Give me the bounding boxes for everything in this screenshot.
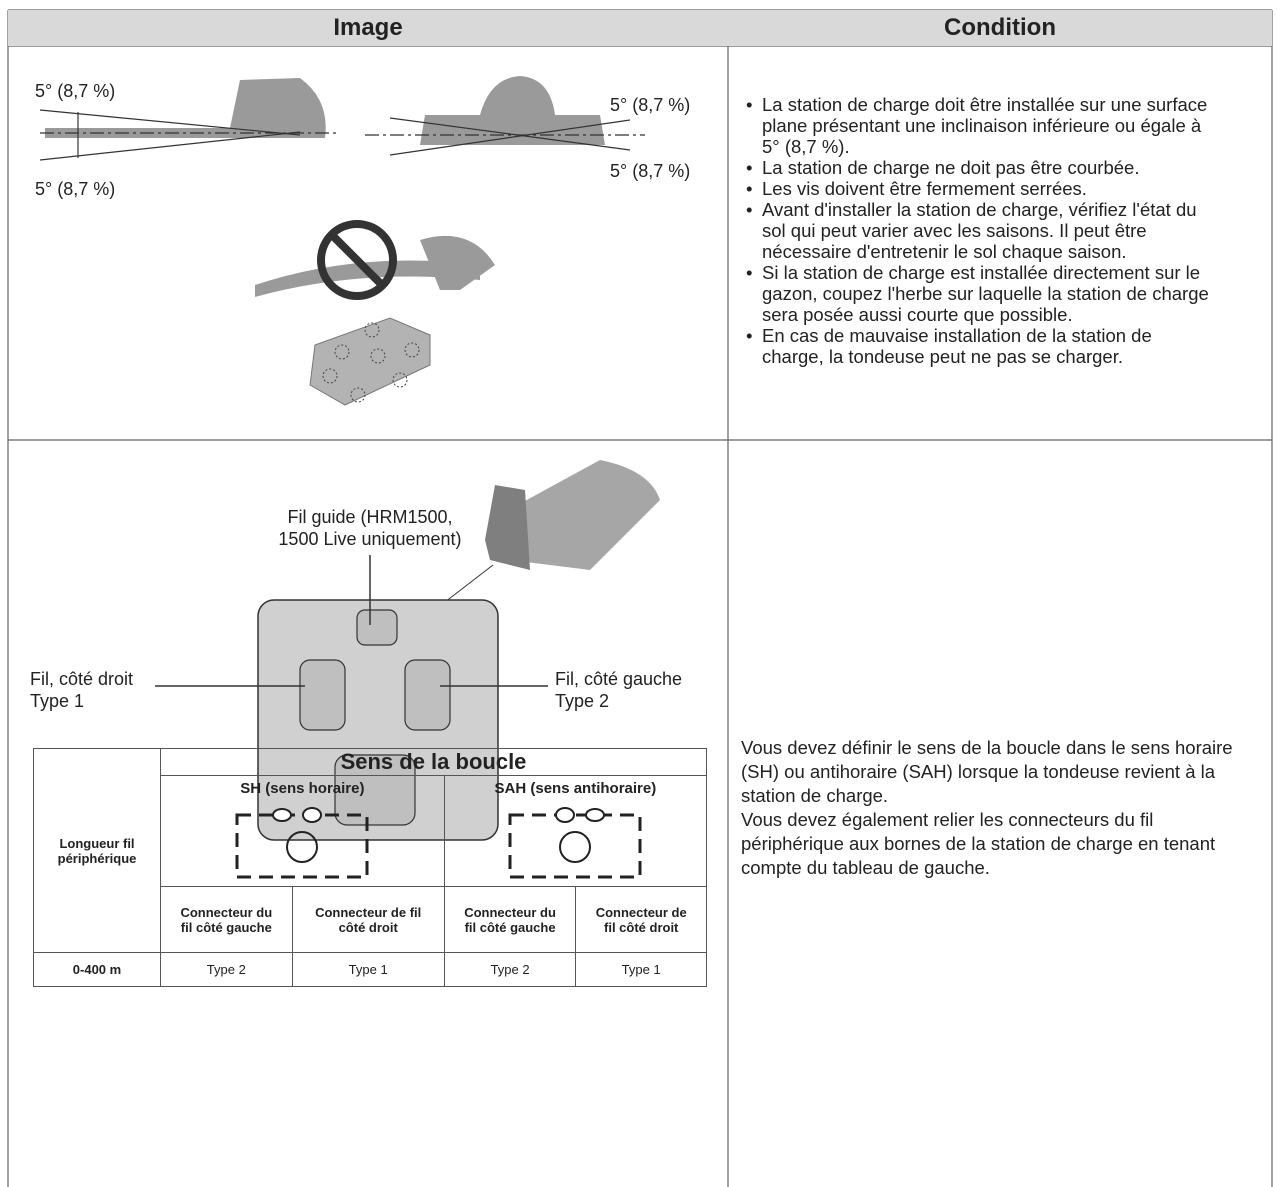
table-body: 0-400 m Type 2 Type 1 Type 2 Type 1 xyxy=(33,952,707,987)
label-line: Fil, côté droit xyxy=(30,669,134,689)
table-cell: Type 1 xyxy=(291,952,445,987)
angle-label: 5° (8,7 %) xyxy=(35,179,116,199)
table-cell: Type 2 xyxy=(443,952,577,987)
label-line: périphérique xyxy=(57,850,137,866)
direction-cell: SH (sens horaire) xyxy=(160,775,445,887)
condition-item: Les vis doivent être fermement serrées. xyxy=(742,178,1212,199)
guide-wire-label: Fil guide (HRM1500, 1500 Live uniquement) xyxy=(250,506,490,550)
condition-item: Avant d'installer la station de charge, … xyxy=(742,199,1212,262)
label-line: Longueur fil xyxy=(59,835,135,851)
label-line: côté droit xyxy=(338,919,398,935)
label-line: fil côté droit xyxy=(604,919,679,935)
loop-table: Longueur fil périphérique Sens de la bouc… xyxy=(33,748,708,987)
table-cell: Type 2 xyxy=(160,952,293,987)
label-line: Fil, côté gauche xyxy=(555,669,683,689)
label-line: Connecteur de xyxy=(595,904,687,920)
direction-label: SAH (sens antihoraire) xyxy=(494,780,657,797)
column-header: Connecteur de fil côté droit xyxy=(291,886,445,953)
condition-item: La station de charge doit être installée… xyxy=(742,94,1212,157)
table-row: 0-400 m Type 2 Type 1 Type 2 Type 1 xyxy=(33,952,707,987)
label-line: Connecteur du xyxy=(180,904,273,920)
label-line: Type 2 xyxy=(555,691,610,711)
condition-item: La station de charge ne doit pas être co… xyxy=(742,157,1212,178)
label-line: fil côté gauche xyxy=(180,919,272,935)
row-header: Longueur fil périphérique xyxy=(33,748,161,953)
table-title: Sens de la boucle xyxy=(160,748,707,776)
column-header-row: Connecteur du fil côté gauche Connecteur d… xyxy=(34,886,707,953)
label-line: Fil guide (HRM1500, xyxy=(287,507,453,527)
label-line: Connecteur du xyxy=(464,904,556,920)
angle-label: 5° (8,7 %) xyxy=(610,161,691,181)
column-header: Connecteur du fil côté gauche xyxy=(443,886,577,953)
column-header: Image xyxy=(8,10,728,46)
column-header: Condition xyxy=(728,10,1272,46)
angle-label: 5° (8,7 %) xyxy=(35,81,116,101)
column-header: Connecteur de fil côté droit xyxy=(575,886,707,953)
label-line: Type 1 xyxy=(30,691,85,711)
angle-label: 5° (8,7 %) xyxy=(610,95,691,115)
condition-list: La station de charge doit être installée… xyxy=(742,94,1212,367)
condition-paragraph: Vous devez définir le sens de la boucle … xyxy=(741,737,1233,806)
condition-item: Si la station de charge est installée di… xyxy=(742,262,1212,325)
loop-icon xyxy=(508,807,642,879)
label-line: Connecteur de fil xyxy=(315,904,422,920)
wire-condition: Vous devez définir le sens de la boucle … xyxy=(741,736,1261,880)
table-cell: 0-400 m xyxy=(33,952,161,987)
loop-icon xyxy=(235,807,369,879)
column-header: Connecteur du fil côté gauche xyxy=(160,886,293,953)
right-wire-label: Fil, côté droit Type 1 xyxy=(30,668,133,712)
condition-paragraph: Vous devez également relier les connecte… xyxy=(741,809,1216,878)
direction-label: SH (sens horaire) xyxy=(240,780,365,797)
table-cell: Type 1 xyxy=(575,952,707,987)
left-wire-label: Fil, côté gauche Type 2 xyxy=(555,668,682,712)
condition-item: En cas de mauvaise installation de la st… xyxy=(742,325,1212,367)
label-line: fil côté gauche xyxy=(464,919,556,935)
label-line: 1500 Live uniquement) xyxy=(278,529,462,549)
direction-cell: SAH (sens antihoraire) xyxy=(443,775,708,887)
